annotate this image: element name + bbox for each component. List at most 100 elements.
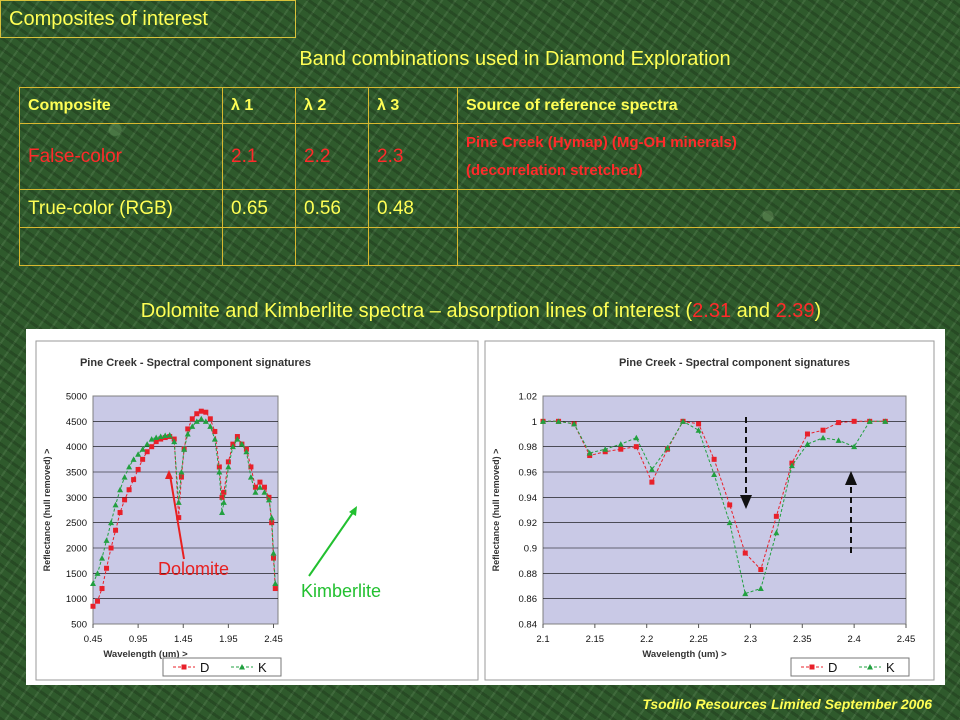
x-tick-label: 2.45 [897, 634, 916, 645]
legend-label: D [828, 660, 837, 675]
data-point [189, 423, 196, 429]
y-tick-label: 2500 [66, 518, 87, 529]
data-point [711, 456, 717, 462]
chart-title: Pine Creek - Spectral component signatur… [80, 357, 311, 369]
table-header-cell: Composite [19, 87, 223, 124]
table-cell: 2.1 [222, 123, 296, 190]
table-cell [457, 227, 960, 266]
x-tick-label: 2.15 [586, 634, 605, 645]
data-point [157, 433, 164, 440]
data-point [270, 550, 277, 556]
table-cell [222, 227, 296, 266]
y-tick-label: 4500 [66, 417, 87, 428]
y-tick-label: 1.02 [519, 392, 538, 403]
table-cell: False-color [19, 123, 223, 190]
data-point [602, 446, 609, 452]
y-tick-label: 4000 [66, 442, 87, 453]
table-header-cell: λ 3 [368, 87, 458, 124]
data-point [131, 477, 137, 483]
data-point [149, 444, 155, 450]
data-point [268, 514, 275, 521]
data-point [193, 418, 200, 424]
data-point [256, 484, 263, 490]
data-point [649, 479, 655, 485]
annotation-arrowhead-kimberlite [349, 506, 357, 516]
y-tick-label: 1500 [66, 569, 87, 580]
data-point [207, 416, 213, 422]
table-header-row: Composite λ 1 λ 2 λ 3 Source of referenc… [19, 87, 960, 124]
data-point [243, 448, 250, 455]
data-point [140, 456, 146, 462]
data-point [135, 466, 141, 472]
data-point [711, 471, 718, 478]
y-tick-label: 0.88 [519, 569, 538, 580]
data-point [220, 499, 227, 505]
data-point [540, 418, 546, 424]
data-point [221, 489, 227, 495]
data-point [171, 438, 178, 445]
legend-label: K [886, 660, 895, 675]
table-header-cell: λ 2 [295, 87, 369, 124]
absorption-arrowhead-2 [845, 471, 857, 485]
data-point [90, 603, 96, 609]
caption-text: and [731, 300, 776, 322]
data-point [234, 436, 241, 442]
table-cell: 0.48 [368, 189, 458, 228]
x-tick-label: 2.3 [744, 634, 757, 645]
legend-marker [809, 664, 815, 670]
slide-subtitle: Band combinations used in Diamond Explor… [299, 48, 731, 70]
x-tick-label: 2.4 [848, 634, 861, 645]
data-point [618, 446, 624, 452]
table-row [19, 227, 960, 266]
data-point [648, 466, 655, 472]
data-point [113, 527, 119, 533]
data-point [90, 580, 96, 586]
data-point [95, 598, 101, 604]
data-point [148, 436, 155, 442]
y-tick-label: 3500 [66, 468, 87, 479]
caption-value: 2.31 [692, 300, 732, 322]
data-point [122, 497, 128, 503]
data-point [202, 418, 209, 424]
data-point [139, 446, 146, 452]
data-point [695, 427, 702, 433]
table-cell [295, 227, 369, 266]
x-tick-label: 2.35 [793, 634, 812, 645]
plot-area [542, 395, 907, 625]
x-tick-label: 0.45 [84, 634, 103, 645]
spectra-charts: 500 1000 1500 2000 2500 3000 3500 4000 4500 5000 0… [35, 340, 935, 681]
data-point [757, 585, 764, 592]
data-point [194, 411, 200, 417]
annotation-kimberlite: Kimberlite [301, 581, 381, 601]
slide-title: Composites of interest [0, 0, 296, 38]
data-point [265, 496, 272, 503]
table-cell-source: Pine Creek (Hymap) (Mg-OH minerals) (dec… [457, 123, 960, 190]
data-point [216, 469, 223, 475]
x-tick-label: 0.95 [129, 634, 148, 645]
table-cell: True-color (RGB) [19, 189, 223, 228]
caption-text: ) [814, 300, 822, 322]
data-point [804, 441, 811, 447]
y-tick-label: 0.84 [519, 620, 538, 631]
legend-marker [867, 664, 873, 670]
data-point [261, 489, 268, 495]
table-header-cell: λ 1 [222, 87, 296, 124]
data-point [261, 484, 267, 490]
table-cell: 2.3 [368, 123, 458, 190]
data-point [229, 443, 236, 450]
annotation-arrow-kimberlite [308, 510, 355, 577]
data-point [216, 464, 222, 470]
data-point [555, 418, 562, 424]
data-point [99, 586, 105, 592]
data-point [238, 441, 245, 447]
data-point [272, 580, 279, 586]
data-point [211, 436, 218, 442]
data-point [680, 418, 687, 424]
legend-label: K [258, 660, 267, 675]
y-tick-label: 0.96 [519, 468, 538, 479]
data-point [664, 444, 671, 451]
data-point [189, 416, 195, 422]
table-header-cell: Source of reference spectra [457, 87, 960, 124]
data-point [126, 463, 133, 470]
data-point [835, 437, 842, 443]
